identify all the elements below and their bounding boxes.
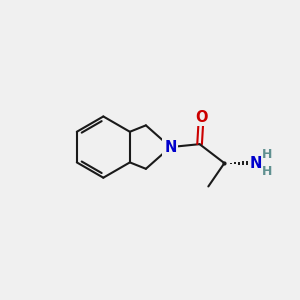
Text: H: H xyxy=(262,148,272,161)
Text: O: O xyxy=(195,110,207,124)
Text: N: N xyxy=(250,156,262,171)
Text: H: H xyxy=(262,165,272,178)
Text: N: N xyxy=(164,140,177,154)
